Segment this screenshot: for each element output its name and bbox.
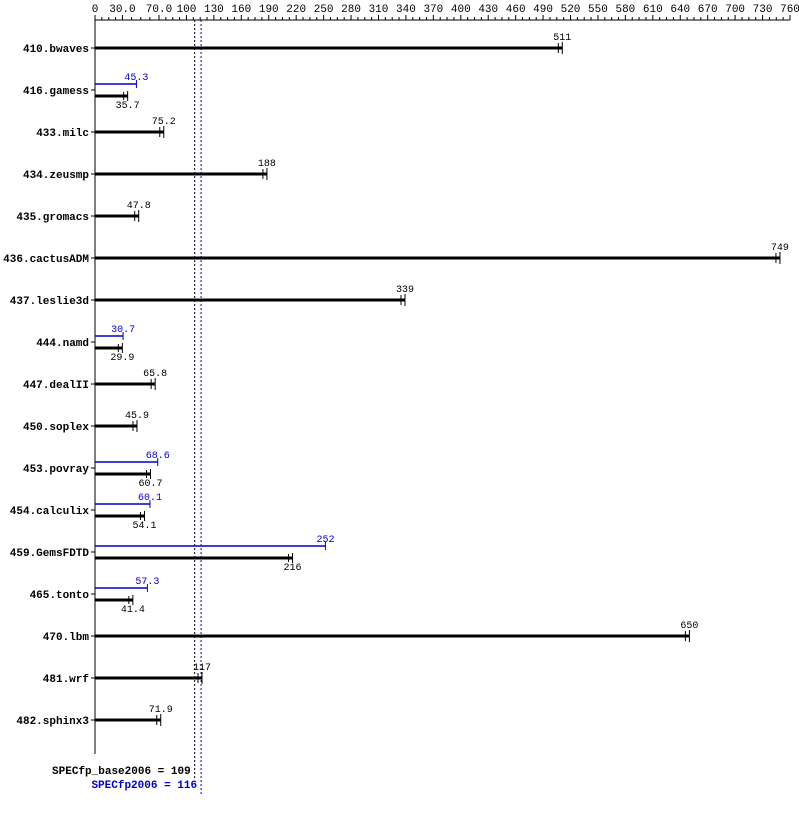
axis-tick-label: 190 [259, 4, 279, 16]
axis-tick-label: 220 [286, 4, 306, 16]
base-value: 216 [284, 563, 302, 574]
benchmark-label: 453.povray [23, 464, 89, 476]
axis-tick-label: 520 [561, 4, 581, 16]
spec-chart: 0 30.0 70.0 100 130 160 190 220 250 280 310 340 370 4… [0, 0, 799, 831]
base-value: 29.9 [110, 353, 134, 364]
base-value: 188 [258, 159, 276, 170]
benchmark-label: 482.sphinx3 [16, 716, 89, 728]
base-value: 511 [553, 33, 571, 44]
base-value: 41.4 [121, 605, 145, 616]
axis-tick-label: 730 [753, 4, 773, 16]
benchmark-label: 435.gromacs [16, 212, 89, 224]
axis-tick-label: 460 [506, 4, 526, 16]
summary-base: SPECfp_base2006 = 109 [52, 766, 191, 778]
base-value: 71.9 [149, 705, 173, 716]
peak-value: 30.7 [111, 325, 135, 336]
axis-tick-label: 550 [588, 4, 608, 16]
axis-tick-label: 430 [478, 4, 498, 16]
axis-tick-label: 100 [177, 4, 197, 16]
axis-tick-label: 400 [451, 4, 471, 16]
axis-tick-label: 580 [615, 4, 635, 16]
axis-tick-label: 130 [204, 4, 224, 16]
base-value: 75.2 [152, 117, 176, 128]
axis-tick-label: 30.0 [109, 4, 135, 16]
benchmark-label: 444.namd [36, 338, 89, 350]
axis-tick-label: 760 [780, 4, 799, 16]
benchmark-label: 416.gamess [23, 86, 89, 98]
base-value: 54.1 [132, 521, 156, 532]
peak-value: 45.3 [124, 73, 148, 84]
axis-tick-label: 280 [341, 4, 361, 16]
base-value: 650 [680, 621, 698, 632]
axis-tick-label: 160 [231, 4, 251, 16]
benchmark-label: 437.leslie3d [10, 296, 89, 308]
benchmark-label: 410.bwaves [23, 44, 89, 56]
base-value: 65.8 [143, 369, 167, 380]
axis-tick-label: 250 [314, 4, 334, 16]
axis-tick-label: 610 [643, 4, 663, 16]
benchmark-label: 465.tonto [30, 590, 90, 602]
benchmark-label: 433.milc [36, 128, 89, 140]
axis-tick-label: 310 [369, 4, 389, 16]
benchmark-label: 434.zeusmp [23, 170, 89, 182]
peak-value: 60.1 [138, 493, 162, 504]
benchmark-label: 447.dealII [23, 380, 89, 392]
axis-tick-label: 70.0 [146, 4, 172, 16]
base-value: 339 [396, 285, 414, 296]
axis-tick-label: 670 [698, 4, 718, 16]
axis-tick-label: 370 [423, 4, 443, 16]
peak-value: 68.6 [146, 451, 170, 462]
benchmark-label: 470.lbm [43, 632, 90, 644]
peak-value: 57.3 [135, 577, 159, 588]
benchmark-label: 459.GemsFDTD [10, 548, 90, 560]
base-value: 749 [771, 243, 789, 254]
axis-tick-label: 700 [725, 4, 745, 16]
axis-tick-label: 340 [396, 4, 416, 16]
benchmark-label: 450.soplex [23, 422, 89, 434]
peak-value: 252 [316, 535, 334, 546]
base-value: 117 [193, 663, 211, 674]
summary-peak: SPECfp2006 = 116 [91, 780, 197, 792]
benchmark-label: 481.wrf [43, 674, 90, 686]
base-value: 47.8 [127, 201, 151, 212]
base-value: 45.9 [125, 411, 149, 422]
axis-tick-label: 640 [670, 4, 690, 16]
axis-tick-label: 0 [92, 4, 99, 16]
base-value: 60.7 [139, 479, 163, 490]
benchmark-label: 454.calculix [10, 506, 90, 518]
base-value: 35.7 [116, 101, 140, 112]
benchmark-label: 436.cactusADM [3, 254, 89, 266]
axis-tick-label: 490 [533, 4, 553, 16]
